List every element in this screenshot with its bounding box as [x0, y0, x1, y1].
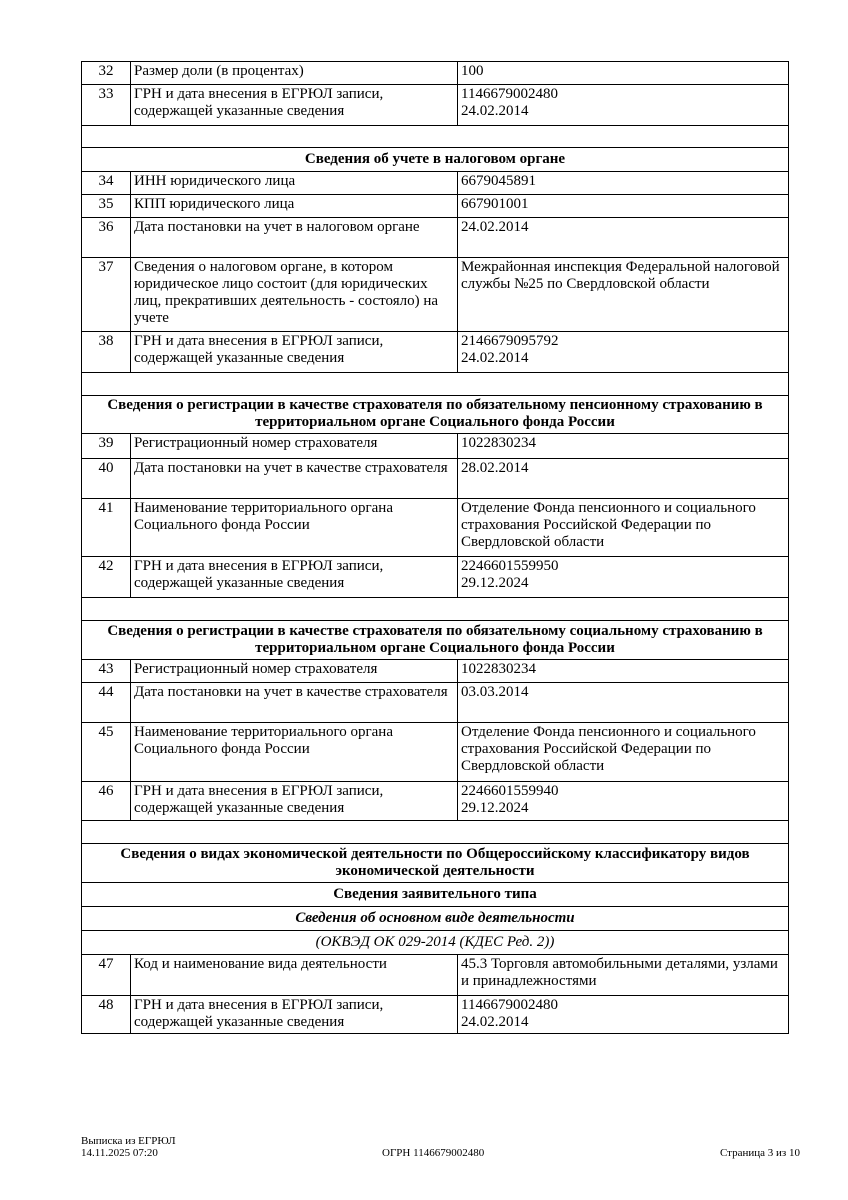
row-number: 37 — [81, 257, 131, 332]
section-header-row: Сведения о регистрации в качестве страхо… — [81, 620, 789, 660]
row-value: 1022830234 — [457, 659, 789, 683]
row-value: 6679045891 — [457, 171, 789, 195]
table-row: 39 Регистрационный номер страхователя 1022… — [81, 433, 789, 459]
section-header: (ОКВЭД ОК 029-2014 (КДЕС Ред. 2)) — [81, 930, 789, 955]
table-row: 36 Дата постановки на учет в налоговом ор… — [81, 217, 789, 258]
table-row: 35 КПП юридического лица 667901001 — [81, 194, 789, 218]
section-header-row: Сведения об учете в налоговом органе — [81, 147, 789, 172]
row-label: Регистрационный номер страхователя — [130, 659, 458, 683]
row-label: ГРН и дата внесения в ЕГРЮЛ записи, соде… — [130, 781, 458, 821]
row-value: 1146679002480 24.02.2014 — [457, 995, 789, 1034]
row-value: 2246601559940 29.12.2024 — [457, 781, 789, 821]
table-row: 43 Регистрационный номер страхователя 1022… — [81, 659, 789, 683]
section-header-row: (ОКВЭД ОК 029-2014 (КДЕС Ред. 2)) — [81, 930, 789, 955]
row-number: 40 — [81, 458, 131, 499]
row-label: Код и наименование вида деятельности — [130, 954, 458, 996]
section-header: Сведения заявительного типа — [81, 882, 789, 907]
empty-cell — [81, 820, 789, 844]
section-header-row: Сведения об основном виде деятельности — [81, 906, 789, 931]
row-value: 2146679095792 24.02.2014 — [457, 331, 789, 373]
row-label: КПП юридического лица — [130, 194, 458, 218]
row-number: 38 — [81, 331, 131, 373]
section-header-row: Сведения о видах экономической деятельно… — [81, 843, 789, 883]
row-value: Межрайонная инспекция Федеральной налого… — [457, 257, 789, 332]
row-label: ГРН и дата внесения в ЕГРЮЛ записи, соде… — [130, 84, 458, 126]
empty-cell — [81, 597, 789, 621]
table-row: 46 ГРН и дата внесения в ЕГРЮЛ записи, со… — [81, 781, 789, 821]
footer-datetime: 14.11.2025 07:20 — [81, 1147, 158, 1159]
row-number: 41 — [81, 498, 131, 557]
empty-row — [81, 820, 789, 844]
row-value: Отделение Фонда пенсионного и социальног… — [457, 722, 789, 782]
row-value: 2246601559950 29.12.2024 — [457, 556, 789, 598]
row-label: ГРН и дата внесения в ЕГРЮЛ записи, соде… — [130, 556, 458, 598]
footer-page-number: Страница 3 из 10 — [719, 1147, 800, 1159]
row-number: 47 — [81, 954, 131, 996]
table-row: 34 ИНН юридического лица 6679045891 — [81, 171, 789, 195]
row-label: Дата постановки на учет в качестве страх… — [130, 458, 458, 499]
row-value: 100 — [457, 61, 789, 85]
row-label: Дата постановки на учет в качестве страх… — [130, 682, 458, 723]
row-number: 44 — [81, 682, 131, 723]
table-row: 37 Сведения о налоговом органе, в котором… — [81, 257, 789, 332]
row-number: 34 — [81, 171, 131, 195]
table-row: 48 ГРН и дата внесения в ЕГРЮЛ записи, со… — [81, 995, 789, 1034]
row-number: 42 — [81, 556, 131, 598]
egrul-table: 32 Размер доли (в процентах) 100 33 ГРН и да… — [81, 61, 789, 1034]
row-label: Размер доли (в процентах) — [130, 61, 458, 85]
row-label: Наименование территориального органа Соц… — [130, 498, 458, 557]
row-label: ГРН и дата внесения в ЕГРЮЛ записи, соде… — [130, 995, 458, 1034]
section-header-row: Сведения заявительного типа — [81, 882, 789, 907]
table-row: 47 Код и наименование вида деятельности 45… — [81, 954, 789, 996]
row-value: 03.03.2014 — [457, 682, 789, 723]
section-header: Сведения о видах экономической деятельно… — [81, 843, 789, 883]
section-header: Сведения о регистрации в качестве страхо… — [81, 620, 789, 660]
row-value: 1022830234 — [457, 433, 789, 459]
row-label: Регистрационный номер страхователя — [130, 433, 458, 459]
row-value: 45.3 Торговля автомобильными деталями, у… — [457, 954, 789, 996]
footer-left: Выписка из ЕГРЮЛ 14.11.2025 07:20 — [81, 1135, 176, 1159]
empty-cell — [81, 125, 789, 148]
table-row: 32 Размер доли (в процентах) 100 — [81, 61, 789, 85]
table-row: 40 Дата постановки на учет в качестве стр… — [81, 458, 789, 499]
empty-row — [81, 125, 789, 148]
row-number: 35 — [81, 194, 131, 218]
table-row: 44 Дата постановки на учет в качестве стр… — [81, 682, 789, 723]
row-number: 32 — [81, 61, 131, 85]
row-number: 39 — [81, 433, 131, 459]
empty-row — [81, 597, 789, 621]
row-number: 36 — [81, 217, 131, 258]
row-label: ГРН и дата внесения в ЕГРЮЛ записи, соде… — [130, 331, 458, 373]
table-row: 45 Наименование территориального органа С… — [81, 722, 789, 782]
footer-ogrn: ОГРН 1146679002480 — [382, 1147, 485, 1159]
row-number: 46 — [81, 781, 131, 821]
row-number: 43 — [81, 659, 131, 683]
row-number: 48 — [81, 995, 131, 1034]
footer-doc-title: Выписка из ЕГРЮЛ — [81, 1135, 176, 1147]
row-value: 667901001 — [457, 194, 789, 218]
row-value: 28.02.2014 — [457, 458, 789, 499]
table-row: 42 ГРН и дата внесения в ЕГРЮЛ записи, со… — [81, 556, 789, 598]
section-header: Сведения об учете в налоговом органе — [81, 147, 789, 172]
row-value: 24.02.2014 — [457, 217, 789, 258]
empty-row — [81, 372, 789, 396]
table-row: 38 ГРН и дата внесения в ЕГРЮЛ записи, со… — [81, 331, 789, 373]
row-number: 45 — [81, 722, 131, 782]
section-header-row: Сведения о регистрации в качестве страхо… — [81, 395, 789, 434]
table-row: 33 ГРН и дата внесения в ЕГРЮЛ записи, со… — [81, 84, 789, 126]
empty-cell — [81, 372, 789, 396]
section-header: Сведения о регистрации в качестве страхо… — [81, 395, 789, 434]
row-value: 1146679002480 24.02.2014 — [457, 84, 789, 126]
row-label: Дата постановки на учет в налоговом орга… — [130, 217, 458, 258]
row-number: 33 — [81, 84, 131, 126]
row-label: ИНН юридического лица — [130, 171, 458, 195]
section-header: Сведения об основном виде деятельности — [81, 906, 789, 931]
row-value: Отделение Фонда пенсионного и социальног… — [457, 498, 789, 557]
row-label: Наименование территориального органа Соц… — [130, 722, 458, 782]
row-label: Сведения о налоговом органе, в котором ю… — [130, 257, 458, 332]
table-row: 41 Наименование территориального органа С… — [81, 498, 789, 557]
